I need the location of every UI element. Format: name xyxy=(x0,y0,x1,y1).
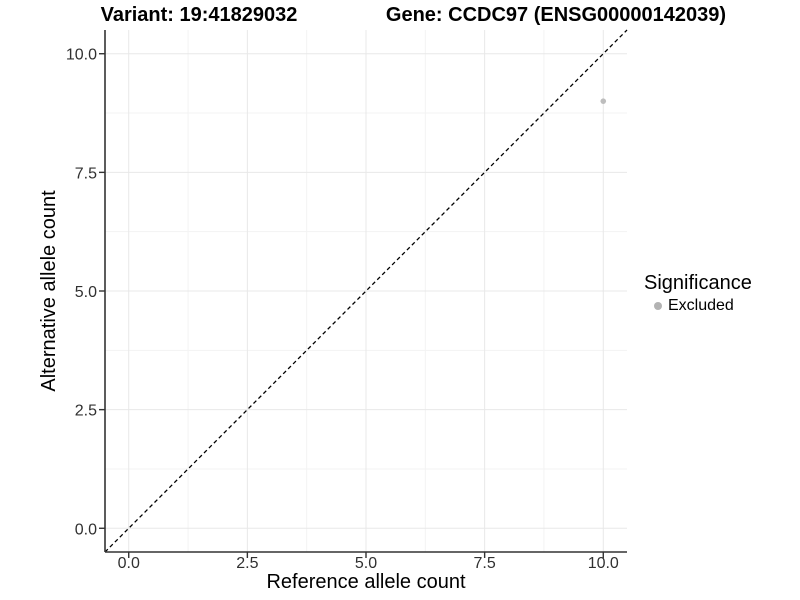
y-tick-label: 0.0 xyxy=(75,521,97,538)
scatter-point xyxy=(600,98,607,104)
plot-title-gene: Gene: CCDC97 (ENSG00000142039) xyxy=(386,4,726,26)
plot-title-variant: Variant: 19:41829032 xyxy=(101,4,298,26)
y-tick-label: 7.5 xyxy=(75,165,97,182)
y-tick-label: 5.0 xyxy=(75,284,97,301)
y-axis-title: Alternative allele count xyxy=(38,190,60,392)
y-tick-label: 10.0 xyxy=(66,47,97,64)
legend: Significance Excluded xyxy=(644,272,800,315)
x-tick-label: 7.5 xyxy=(474,555,496,572)
x-tick-label: 0.0 xyxy=(118,555,140,572)
data-points xyxy=(600,98,607,104)
axis-tick-labels: 0.0 2.5 5.0 7.5 10.0 0.0 2.5 5.0 7.5 10.0 xyxy=(66,47,619,572)
legend-entry-excluded: Excluded xyxy=(644,297,800,315)
x-tick-label: 2.5 xyxy=(236,555,258,572)
x-tick-label: 5.0 xyxy=(355,555,377,572)
legend-entry-label: Excluded xyxy=(668,297,734,314)
excluded-point-swatch xyxy=(654,302,662,310)
major-gridlines xyxy=(105,30,627,552)
legend-title: Significance xyxy=(644,272,752,294)
axis-tick-marks xyxy=(99,53,604,558)
y-tick-label: 2.5 xyxy=(75,403,97,420)
x-tick-label: 10.0 xyxy=(588,555,619,572)
x-axis-title: Reference allele count xyxy=(266,571,465,593)
